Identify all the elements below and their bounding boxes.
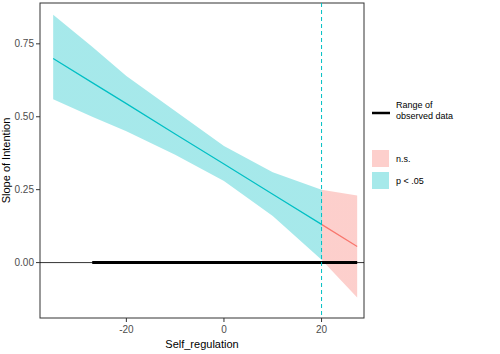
x-tick-label: 0 bbox=[221, 324, 227, 335]
x-tick bbox=[321, 318, 322, 322]
observed-range bbox=[92, 261, 357, 264]
y-tick-label: 0.50 bbox=[15, 111, 35, 122]
legend-label: p < .05 bbox=[396, 176, 424, 186]
plot-frame bbox=[40, 3, 364, 318]
legend-label: n.s. bbox=[396, 154, 411, 164]
jn-threshold bbox=[321, 3, 322, 318]
legend-key bbox=[372, 172, 389, 189]
y-tick bbox=[36, 116, 40, 117]
y-tick-label: 0.75 bbox=[15, 38, 35, 49]
plot-area bbox=[40, 3, 364, 318]
x-tick bbox=[126, 318, 127, 322]
legend-key bbox=[372, 150, 389, 167]
y-tick-label: 0.25 bbox=[15, 184, 35, 195]
x-tick-label: -20 bbox=[119, 324, 134, 335]
x-axis-label: Self_regulation bbox=[165, 338, 238, 350]
zero-line bbox=[40, 262, 364, 263]
legend-label: Range ofobserved data bbox=[396, 100, 453, 121]
legend-key bbox=[372, 112, 390, 115]
y-tick bbox=[36, 262, 40, 263]
x-tick bbox=[223, 318, 224, 322]
chart: -20 0 20 0.00 0.25 0.50 0.75 Self_regulation Slo… bbox=[0, 0, 500, 354]
x-tick-label: 20 bbox=[316, 324, 328, 335]
slope-line bbox=[53, 58, 357, 246]
y-tick-label: 0.00 bbox=[15, 257, 35, 268]
y-axis-label: Slope of Intention bbox=[0, 118, 12, 204]
y-tick bbox=[36, 189, 40, 190]
confidence-band bbox=[53, 15, 357, 298]
y-tick bbox=[36, 43, 40, 44]
